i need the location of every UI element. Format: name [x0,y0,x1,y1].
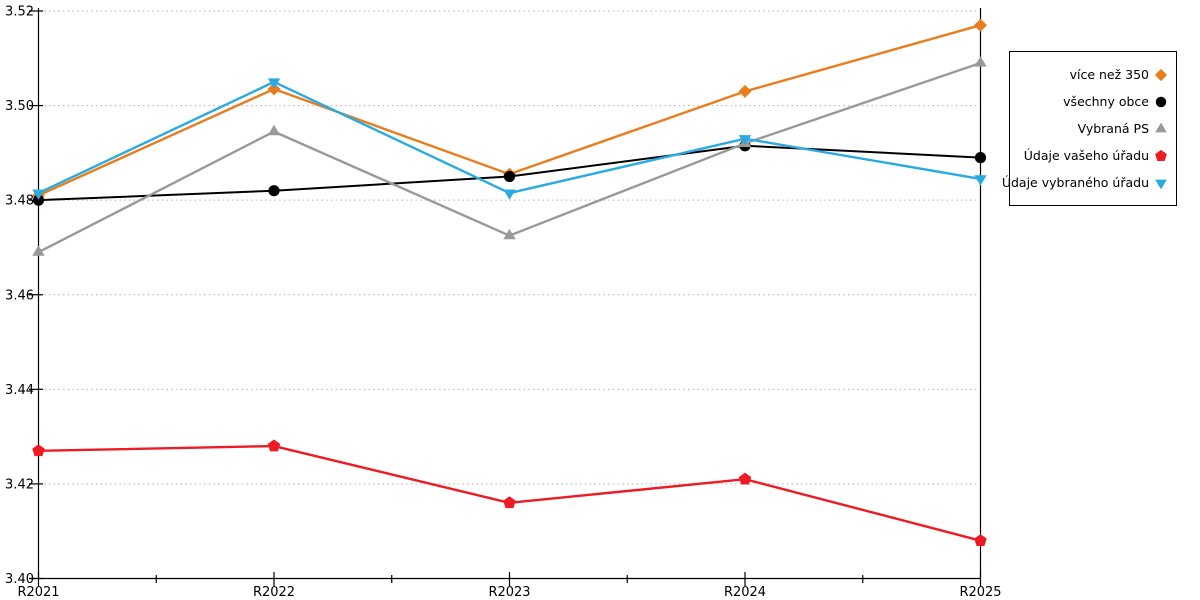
legend-item: více než 350 [1016,61,1168,88]
x-tick-label: R2025 [959,585,1001,600]
x-tick-label: R2021 [17,585,59,600]
y-tick-label: 3.50 [5,99,34,114]
marker-pentagon [974,534,987,547]
legend-item: všechny obce [1016,88,1168,115]
marker-triangle-down [32,189,45,200]
marker-pentagon [738,472,752,485]
x-tick-label: R2024 [724,585,766,600]
marker-pentagon [32,444,45,457]
marker-diamond [974,18,987,32]
x-tick-label: R2022 [253,585,295,600]
marker-triangle-down [503,189,516,200]
legend-item: Údaje vašeho úřadu [1016,142,1168,169]
triangle-up-icon [1155,122,1167,132]
legend-item: Vybraná PS [1016,115,1168,142]
y-tick-label: 3.52 [5,5,34,20]
y-tick-label: 3.42 [5,477,34,492]
legend-label: více než 350 [1069,67,1149,82]
legend-label: Údaje vašeho úřadu [1023,148,1149,163]
legend: více než 350 všechny obce Vybraná PS Údaje … [1002,51,1177,206]
marker-triangle-up [974,56,987,67]
y-tick-label: 3.46 [5,288,34,303]
legend-item: Údaje vybraného úřadu [1002,169,1168,196]
x-tick-label: R2023 [488,585,530,600]
triangle-down-icon [1155,179,1167,189]
marker-circle [503,170,516,183]
marker-triangle-up [267,124,281,136]
y-tick-label: 3.40 [5,572,34,587]
pentagon-icon [1155,149,1167,161]
marker-triangle-down [738,135,752,146]
series-line-2 [37,61,981,254]
marker-triangle-up [32,245,45,256]
marker-pentagon [267,439,281,452]
marker-diamond [738,84,752,98]
marker-triangle-up [503,228,516,240]
series-line-3 [38,444,981,542]
marker-triangle-down [974,175,987,186]
marker-diamond [267,82,281,96]
circle-icon [1155,96,1167,107]
marker-triangle-down [267,78,281,89]
y-tick-label: 3.48 [5,194,34,209]
diamond-icon [1154,68,1168,81]
marker-circle [32,194,45,206]
marker-circle [268,185,280,197]
marker-circle [974,152,987,164]
legend-label: všechny obce [1063,94,1149,109]
legend-label: Údaje vybraného úřadu [1001,175,1149,190]
marker-pentagon [503,496,516,509]
y-tick-label: 3.44 [5,383,34,398]
legend-label: Vybraná PS [1077,121,1149,136]
